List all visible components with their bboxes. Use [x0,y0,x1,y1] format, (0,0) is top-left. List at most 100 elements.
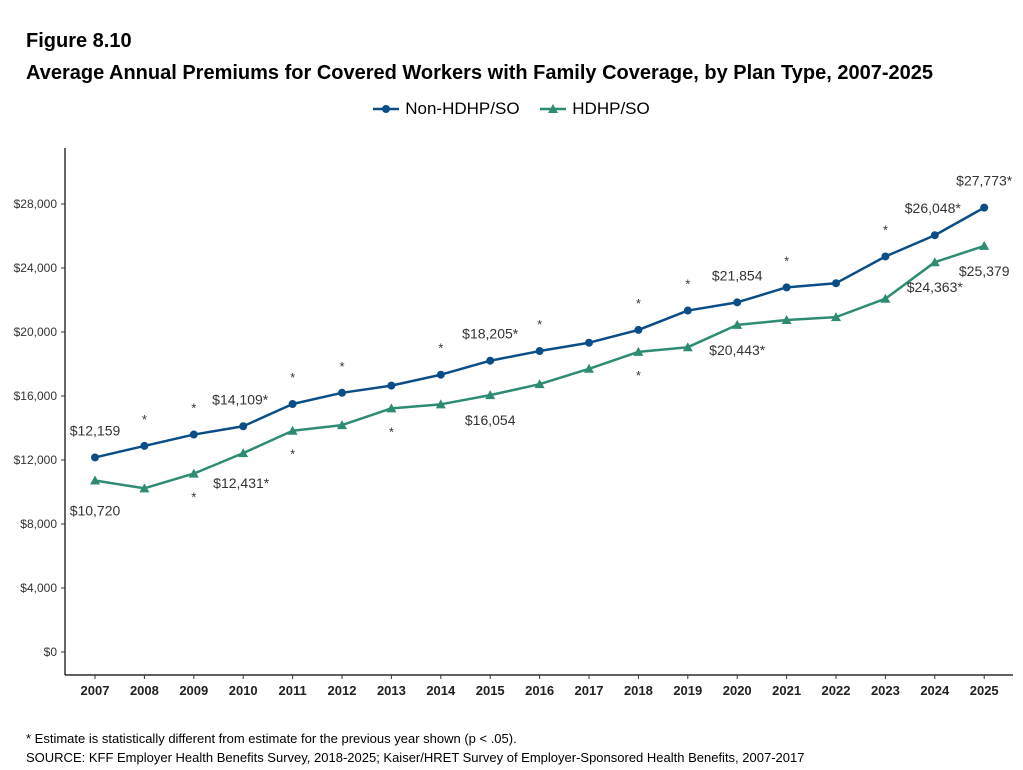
x-tick-label: 2015 [476,683,505,698]
x-tick-label: 2010 [229,683,258,698]
data-point [337,420,347,430]
data-point [633,346,644,356]
x-tick-label: 2023 [871,683,900,698]
data-label: $21,854 [712,267,763,283]
data-point [930,231,939,240]
x-tick-label: 2022 [822,683,851,698]
data-label: $18,205* [462,326,519,342]
significance-marker: * [339,359,344,374]
data-point [435,399,446,409]
y-tick-label: $0 [44,645,58,659]
significance-marker: * [438,341,443,356]
data-label: $25,379 [959,263,1010,279]
data-label: $20,443* [709,342,766,358]
data-point [534,379,545,389]
x-tick-label: 2011 [278,683,306,698]
x-tick-label: 2020 [723,683,752,698]
data-point [733,298,742,307]
data-point [683,306,692,315]
significance-marker: * [883,222,888,237]
data-point [980,203,989,212]
data-point [535,347,544,356]
x-tick-label: 2024 [920,683,950,698]
data-point [781,315,792,324]
y-tick-label: $4,000 [20,581,57,595]
y-tick-label: $16,000 [14,389,58,403]
legend-line-circle-icon [373,104,400,113]
significance-marker: * [784,253,789,268]
x-tick-label: 2021 [772,683,801,698]
significance-marker: * [191,401,196,416]
significance-marker: * [191,490,196,505]
figure-label: Figure 8.10 [26,30,132,52]
data-label: $14,109* [212,391,269,407]
data-label: $12,431* [213,475,270,491]
significance-marker: * [142,412,147,427]
data-label: $12,159 [70,422,121,438]
legend-item-non-hdhp: Non-HDHP/SO [373,98,520,119]
data-point [782,283,791,292]
data-point [880,293,891,303]
x-tick-label: 2013 [377,683,406,698]
data-label: $10,720 [70,502,121,518]
significance-marker: * [636,296,641,311]
x-tick-label: 2009 [179,683,208,698]
data-label: $24,363* [907,279,964,295]
data-label: $27,773* [956,173,1013,189]
data-point [239,422,248,431]
chart-title: Average Annual Premiums for Covered Work… [26,62,934,84]
data-point [140,441,149,450]
y-tick-label: $24,000 [14,261,58,275]
data-label: $16,054 [465,412,516,428]
data-point [90,475,100,485]
series-line-hdhp [94,244,985,490]
legend-line-triangle-icon [540,103,567,113]
y-tick-label: $12,000 [14,453,58,467]
x-tick-label: 2025 [970,683,999,698]
data-point [584,363,594,373]
y-tick-label: $20,000 [14,325,58,339]
data-point [91,453,99,462]
y-tick-label: $8,000 [20,517,57,531]
significance-marker: * [685,277,690,292]
significance-marker: * [537,317,542,332]
data-point [486,356,495,365]
data-point [139,483,150,493]
data-point [338,388,346,397]
significance-marker: * [636,368,641,383]
data-point [831,312,841,322]
data-point [288,400,297,408]
data-point [188,468,199,478]
legend-item-hdhp: HDHP/SO [540,98,650,119]
data-point [485,390,496,400]
source-note: SOURCE: KFF Employer Health Benefits Sur… [26,750,805,765]
x-tick-label: 2014 [426,683,456,698]
significance-marker: * [290,447,295,462]
x-tick-label: 2008 [130,683,159,698]
data-point [238,448,249,458]
series-line-non-hdhp [94,206,985,459]
data-point [585,338,593,347]
data-point [386,403,397,413]
data-point [979,240,990,250]
footnote: * Estimate is statistically different fr… [26,731,517,746]
x-tick-label: 2018 [624,683,653,698]
data-point [732,319,743,329]
data-point [832,279,840,288]
data-label: $26,048* [905,200,962,216]
data-point [881,252,890,261]
significance-marker: * [290,370,295,385]
legend-label-hdhp: HDHP/SO [572,98,650,118]
data-point [634,325,643,334]
x-tick-label: 2019 [673,683,702,698]
x-tick-label: 2017 [575,683,604,698]
data-point [682,342,693,352]
data-point [929,257,940,267]
legend: Non-HDHP/SO HDHP/SO [0,98,1023,119]
x-tick-label: 2012 [328,683,357,698]
legend-label-non-hdhp: Non-HDHP/SO [405,98,520,118]
data-point [287,425,298,435]
x-tick-label: 2007 [81,683,110,698]
data-point [436,370,445,379]
data-point [189,430,198,439]
